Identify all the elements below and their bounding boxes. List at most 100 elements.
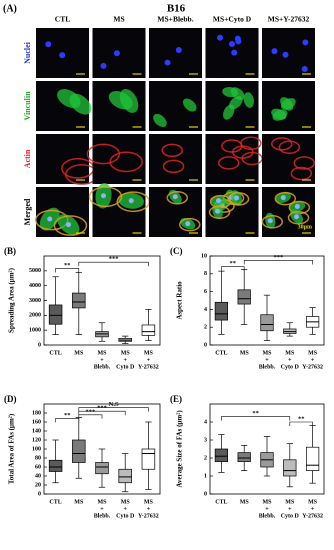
x-tick-label: + [265,506,269,512]
x-tick-label: + [288,357,292,363]
y-tick-label: 0 [38,491,41,497]
x-tick-label: Blebb. [94,513,111,519]
x-tick-label: Y-27632 [138,364,159,370]
x-tick-label: MS [74,499,84,505]
significance-label: *** [86,408,96,415]
box [237,452,251,462]
vinculin [223,104,235,120]
y-tick-label: 20 [35,482,41,488]
x-tick-label: MS [263,499,273,505]
actin [293,156,316,170]
actin [178,217,201,232]
micrograph-bg [92,134,146,184]
nucleus [217,34,224,41]
significance-bracket [78,407,149,412]
significance-bracket [78,261,149,267]
actin [88,186,123,208]
vinculin [69,93,92,115]
nucleus [280,195,286,201]
actin [208,205,231,220]
box [237,289,251,305]
micrograph [262,28,315,78]
box [141,324,156,336]
box [214,448,229,462]
nucleus [231,49,238,56]
significance-label: *** [274,254,284,261]
y-axis-label: Spreading Area (μm²) [8,267,16,333]
panel-label: (D) [4,394,17,404]
panel-label: (B) [4,246,16,256]
actin [287,210,310,225]
actin [227,192,250,206]
x-tick-label: + [288,506,292,512]
significance-label: ** [64,262,71,269]
x-tick-label: + [311,357,315,363]
micrograph [205,81,259,131]
nucleus [294,214,300,220]
nucleus [267,218,273,224]
x-tick-label: MS [98,350,108,356]
vinculin [280,97,294,111]
micrograph [149,28,202,78]
significance-bracket [243,260,313,265]
vinculin [272,109,288,121]
nucleus [294,203,300,209]
box [214,301,229,321]
nucleus [128,198,134,204]
nucleus [271,48,278,55]
x-tick-label: MS [285,499,295,505]
y-tick-label: 40 [35,473,41,479]
y-tick-label: 60 [35,464,41,470]
y-axis-label: Aspect Ratio [176,281,184,320]
x-tick-label: + [123,357,127,363]
significance-bracket [78,410,126,416]
nucleus [301,65,308,72]
x-tick-label: + [100,357,104,363]
micrograph-bg [205,134,259,184]
micrograph [88,182,150,237]
y-tick-label: 1 [204,473,207,479]
nucleus [185,221,191,227]
actin [161,143,183,158]
y-tick-label: 2000 [29,313,41,319]
x-tick-label: MS [263,350,273,356]
y-tick-label: 0 [204,491,207,497]
x-tick-label: CTL [215,350,227,356]
actin [278,140,301,155]
x-tick-label: CTL [49,350,61,356]
x-tick-label: CTL [215,499,227,505]
x-tick-label: + [147,506,151,512]
nucleus [282,51,289,58]
x-tick-label: MS [285,350,295,356]
nucleus [175,46,182,53]
y-tick-label: 4 [204,307,207,313]
panel-title: B16 [167,3,186,15]
vinculin [182,98,197,112]
vinculin [222,86,239,98]
box [141,448,156,470]
micrograph [261,187,315,237]
nucleus [215,208,221,214]
box [72,439,86,463]
x-tick-label: Y-27632 [302,364,323,370]
nucleus [101,193,107,199]
y-tick-label: 8 [204,271,207,277]
box [48,459,63,472]
micrograph [262,134,316,184]
y-tick-label: 180 [32,410,41,416]
x-tick-label: MS [308,350,318,356]
actin [109,151,143,173]
nucleus [235,38,242,45]
vinculin [243,92,254,108]
vinculin [119,88,139,113]
actin [290,166,313,181]
row-label: Vinculin [23,91,32,121]
x-tick-label: MS [121,499,131,505]
panel-label: (C) [170,246,183,256]
x-tick-label: MS [98,499,108,505]
x-tick-label: MS [240,499,250,505]
micrograph [92,81,146,131]
actin [166,191,189,205]
micrograph [36,28,89,78]
micrograph [34,187,89,237]
